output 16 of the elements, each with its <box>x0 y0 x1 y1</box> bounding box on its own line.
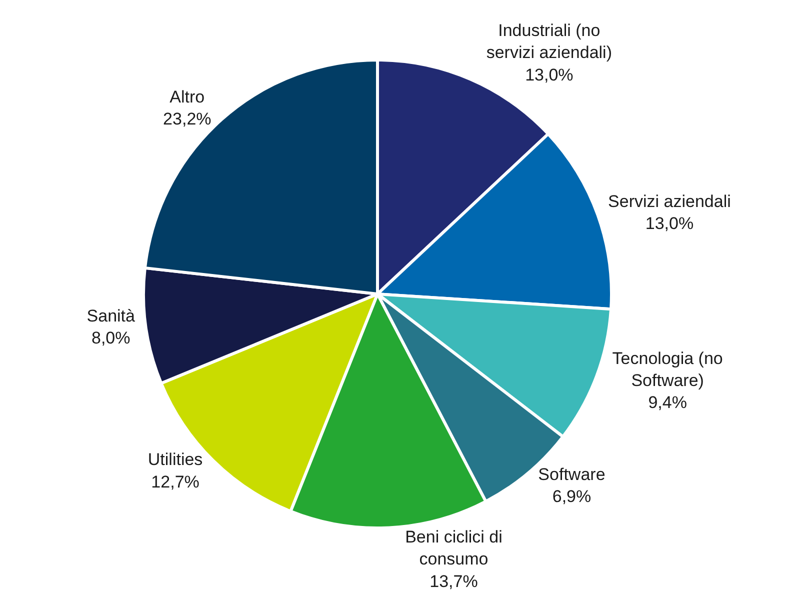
data-label: 13,0% <box>645 214 694 234</box>
data-label: 12,7% <box>151 472 200 492</box>
data-label: 13,7% <box>430 572 478 591</box>
data-label: 9,4% <box>648 392 687 412</box>
data-label: 8,0% <box>91 328 130 348</box>
slice-label: Industriali (no servizi aziendali) <box>486 21 612 62</box>
data-label: 23,2% <box>163 110 212 129</box>
slice-label: Altro <box>170 88 205 107</box>
slice-label: Beni ciclici di consumo <box>405 528 502 569</box>
slice-label: Utilities <box>148 450 203 470</box>
slice-label: Software <box>538 464 606 484</box>
slice-label: Sanità <box>86 306 136 326</box>
slice-label: Tecnologia (no Software) <box>612 348 723 390</box>
data-label: 6,9% <box>552 486 592 506</box>
slice-label: Servizi aziendali <box>608 192 731 212</box>
data-label: 13,0% <box>525 65 574 84</box>
